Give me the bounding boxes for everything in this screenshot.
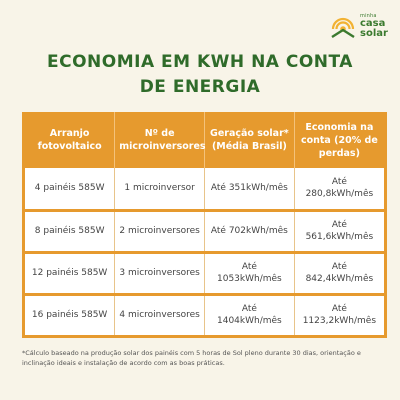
cell-geracao: Até 1053kWh/mês	[204, 252, 295, 296]
cell-arranjo: 4 painéis 585W	[25, 168, 116, 212]
table-row: 4 painéis 585W 1 microinversor Até 351kW…	[25, 168, 384, 212]
logo-wordmark: minha casa solar	[360, 14, 388, 39]
cell-arranjo: 16 painéis 585W	[25, 294, 116, 338]
savings-table: Arranjo fotovoltaico Nº de microinversor…	[25, 112, 384, 338]
page-title: ECONOMIA EM KWH NA CONTA DE ENERGIA	[20, 50, 380, 100]
cell-economia: Até 280,8kWh/mês	[294, 168, 384, 212]
savings-table-container: Arranjo fotovoltaico Nº de microinversor…	[22, 112, 387, 338]
header-geracao: Geração solar* (Média Brasil)	[204, 112, 295, 168]
header-microinversores: Nº de microinversores	[114, 112, 206, 168]
footnote: *Cálculo baseado na produção solar dos p…	[22, 349, 361, 367]
cell-economia: Até 561,6kWh/mês	[294, 210, 384, 254]
cell-microinversores: 4 microinversores	[114, 294, 205, 338]
title-line1: ECONOMIA EM KWH NA CONTA	[47, 52, 353, 72]
sun-house-icon	[331, 17, 355, 39]
table-header-row: Arranjo fotovoltaico Nº de microinversor…	[25, 112, 384, 168]
cell-geracao: Até 702kWh/mês	[204, 210, 295, 254]
cell-microinversores: 2 microinversores	[114, 210, 205, 254]
cell-arranjo: 12 painéis 585W	[25, 252, 116, 296]
cell-arranjo: 8 painéis 585W	[25, 210, 116, 254]
logo-small-text: minha	[360, 13, 377, 19]
cell-geracao: Até 1404kWh/mês	[204, 294, 295, 338]
logo-line2: solar	[360, 28, 388, 39]
cell-economia: Até 842,4kWh/mês	[294, 252, 384, 296]
table-row: 8 painéis 585W 2 microinversores Até 702…	[25, 210, 384, 254]
header-arranjo: Arranjo fotovoltaico	[25, 112, 116, 168]
cell-microinversores: 1 microinversor	[114, 168, 205, 212]
title-line2: DE ENERGIA	[139, 77, 261, 97]
cell-geracao: Até 351kWh/mês	[204, 168, 295, 212]
table-row: 12 painéis 585W 3 microinversores Até 10…	[25, 252, 384, 296]
cell-economia: Até 1123,2kWh/mês	[294, 294, 384, 338]
table-row: 16 painéis 585W 4 microinversores Até 14…	[25, 294, 384, 338]
header-economia: Economia na conta (20% de perdas)	[294, 112, 384, 168]
cell-microinversores: 3 microinversores	[114, 252, 205, 296]
logo-line1: casa	[360, 18, 386, 29]
brand-logo: minha casa solar	[328, 12, 392, 44]
